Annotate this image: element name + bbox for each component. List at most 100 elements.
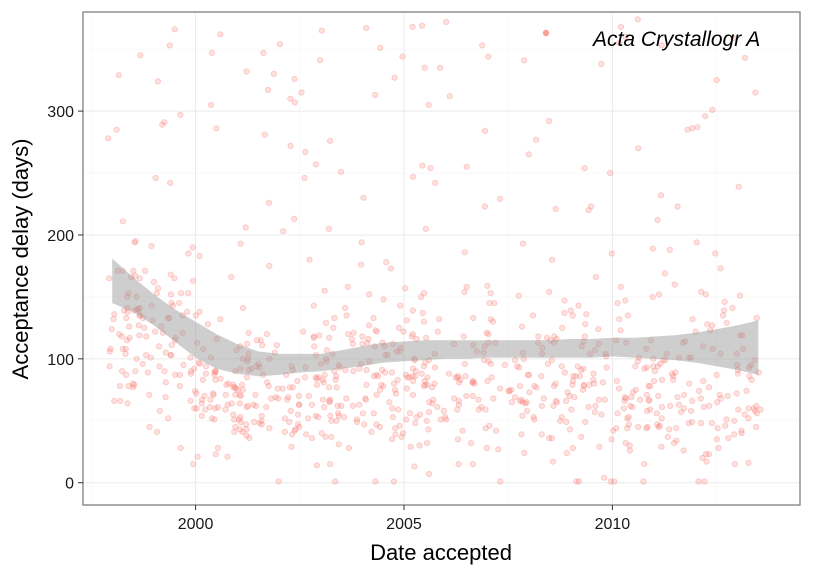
- data-point: [198, 412, 205, 419]
- data-point: [292, 426, 299, 433]
- data-point: [425, 101, 432, 109]
- data-point: [424, 374, 431, 381]
- data-point: [489, 318, 496, 325]
- data-point: [253, 337, 260, 344]
- data-point: [341, 304, 349, 312]
- data-point: [520, 355, 527, 362]
- data-point: [576, 373, 584, 380]
- data-point: [212, 368, 219, 375]
- data-point: [461, 288, 468, 295]
- data-point: [445, 370, 453, 377]
- data-point: [287, 95, 294, 102]
- data-point: [234, 386, 241, 393]
- data-point: [161, 119, 168, 126]
- data-point: [426, 399, 433, 406]
- data-point: [152, 328, 159, 335]
- data-point: [167, 179, 174, 186]
- data-point: [532, 136, 540, 143]
- data-point: [245, 329, 252, 336]
- data-point: [190, 460, 197, 468]
- data-point: [418, 293, 425, 300]
- data-point: [752, 89, 759, 96]
- data-point: [365, 335, 372, 343]
- data-point: [679, 339, 686, 346]
- data-point: [553, 335, 560, 343]
- y-axis: 0 100 200 300: [47, 104, 83, 493]
- data-point: [621, 394, 629, 401]
- data-point: [371, 343, 378, 350]
- data-point: [210, 390, 217, 397]
- data-point: [628, 394, 635, 401]
- data-point: [348, 335, 356, 343]
- data-point: [654, 363, 661, 370]
- x-tick-label: 2000: [178, 516, 214, 533]
- data-point: [684, 126, 691, 133]
- data-point: [349, 340, 357, 348]
- data-point: [731, 417, 738, 424]
- data-point: [671, 281, 678, 288]
- data-point: [409, 307, 416, 314]
- data-point: [196, 308, 203, 315]
- data-point: [394, 406, 402, 413]
- data-point: [519, 412, 526, 419]
- data-point: [113, 126, 120, 133]
- panel-background: [83, 12, 800, 505]
- data-point: [601, 396, 608, 403]
- data-point: [257, 337, 264, 344]
- data-point: [529, 312, 537, 319]
- data-point: [723, 319, 730, 326]
- data-point: [111, 311, 118, 318]
- data-point: [425, 408, 432, 416]
- data-point: [454, 436, 462, 443]
- data-point: [416, 411, 424, 418]
- data-point: [578, 343, 585, 350]
- data-point: [362, 396, 369, 403]
- data-point: [291, 99, 298, 106]
- data-point: [569, 377, 577, 385]
- data-point: [607, 478, 614, 485]
- data-point: [317, 360, 324, 367]
- y-tick-label: 200: [47, 228, 74, 245]
- data-point: [390, 380, 398, 387]
- data-point: [412, 420, 419, 427]
- data-point: [124, 308, 132, 315]
- data-point: [634, 16, 641, 23]
- data-point: [202, 363, 209, 370]
- data-point: [373, 371, 380, 378]
- data-point: [543, 334, 551, 341]
- data-point: [467, 439, 475, 447]
- data-point: [484, 377, 491, 385]
- data-point: [680, 391, 688, 398]
- data-point: [525, 151, 532, 158]
- data-point: [616, 316, 623, 323]
- data-point: [581, 165, 588, 172]
- data-point: [153, 428, 161, 435]
- data-point: [268, 395, 275, 402]
- data-point: [595, 325, 602, 333]
- data-point: [657, 360, 664, 367]
- data-point: [462, 373, 469, 380]
- data-point: [747, 361, 755, 369]
- data-point: [308, 434, 315, 442]
- data-point: [379, 339, 386, 346]
- data-point: [431, 364, 438, 371]
- data-point: [359, 333, 366, 340]
- data-point: [409, 391, 417, 398]
- data-point: [434, 328, 441, 335]
- data-point: [649, 245, 656, 252]
- data-point: [381, 343, 388, 350]
- data-point: [177, 111, 184, 118]
- data-point: [700, 403, 707, 411]
- data-point: [616, 39, 623, 47]
- data-point: [159, 121, 166, 128]
- data-point: [264, 86, 272, 94]
- data-point: [179, 329, 186, 336]
- data-point: [488, 374, 495, 381]
- data-point: [739, 332, 746, 339]
- data-point: [442, 416, 450, 423]
- data-point: [237, 240, 244, 247]
- data-point: [569, 444, 577, 452]
- data-point: [520, 57, 528, 64]
- data-point: [658, 42, 665, 49]
- data-point: [473, 348, 480, 355]
